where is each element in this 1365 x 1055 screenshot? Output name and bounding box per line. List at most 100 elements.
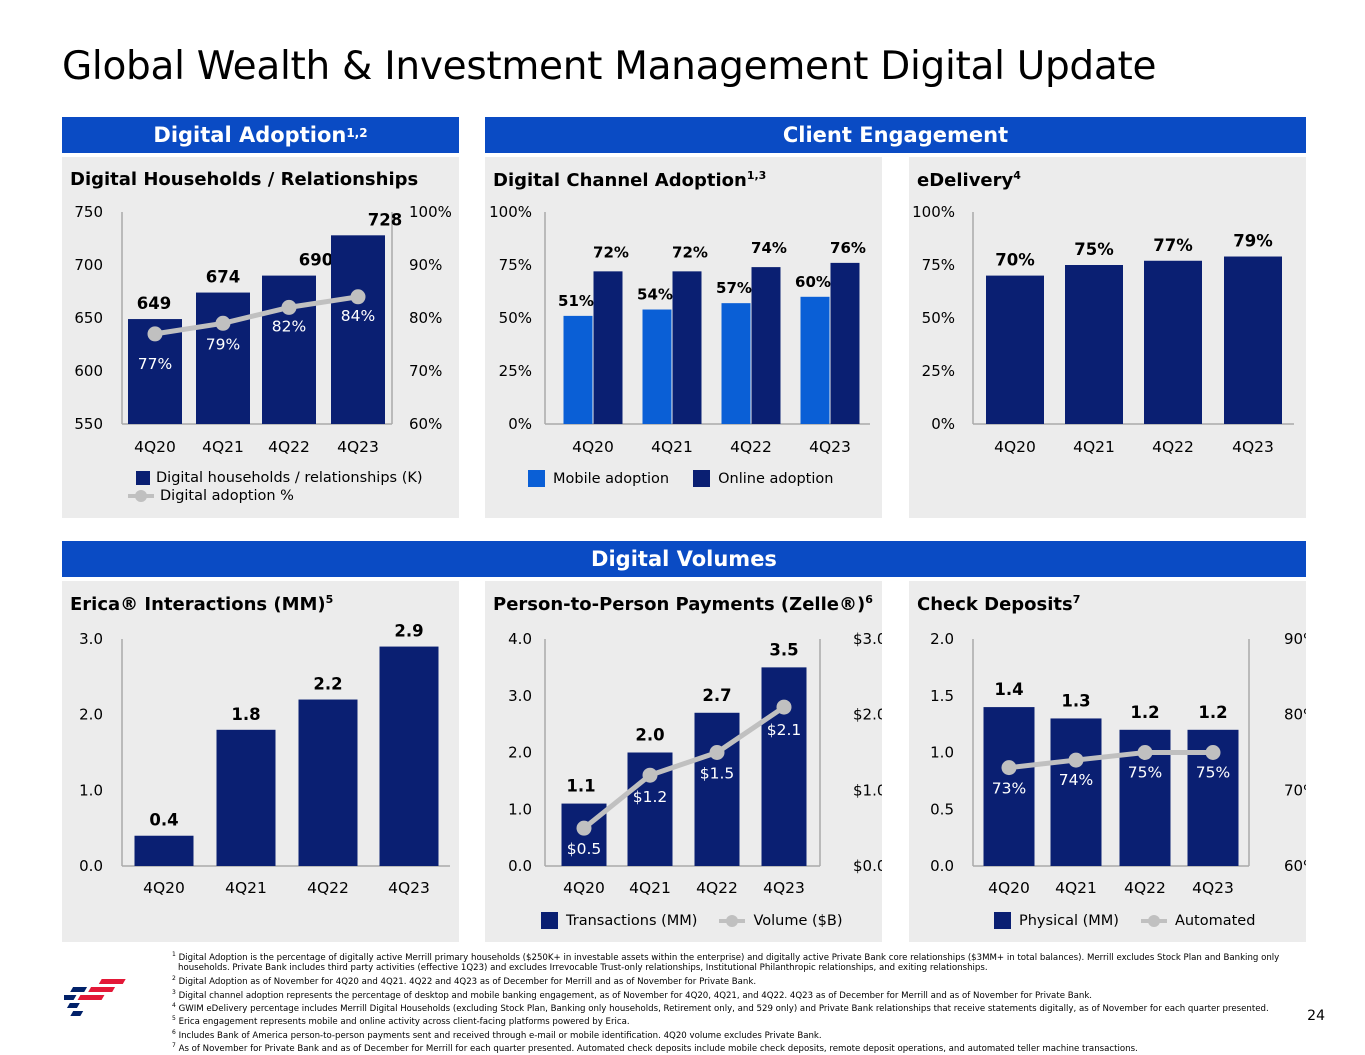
households-ytick-right: 100% <box>409 203 452 221</box>
households-xtick: 4Q23 <box>337 438 379 456</box>
checks-bar-label: 1.4 <box>994 680 1023 699</box>
zelle-ytick-left: 2.0 <box>508 744 532 762</box>
households-bar-label: 728 <box>368 210 402 229</box>
channel-title-sup: 1,3 <box>746 169 767 182</box>
households-bar <box>262 275 316 424</box>
households-ytick-left: 600 <box>74 362 103 380</box>
legend-swatch-households <box>136 471 150 485</box>
footnote-text: GWIM eDelivery percentage includes Merri… <box>178 1003 1269 1014</box>
footnote-sup: 7 <box>172 1042 176 1050</box>
page-title: Global Wealth & Investment Management Di… <box>62 44 1157 89</box>
zelle-chart: 4.0 3.0 2.0 1.0 0.0 $3.0 $2.0 $1.0 $0.0 4Q20 4Q21 4… <box>508 630 882 897</box>
zelle-line-point <box>709 745 725 760</box>
erica-chart: 3.0 2.0 1.0 0.0 4Q20 4Q21 4Q22 4Q23 0.4 1.8 2.2 2.9 <box>79 622 450 897</box>
zelle-xtick: 4Q22 <box>696 879 738 897</box>
checks-bar-label: 1.2 <box>1130 703 1159 722</box>
footnote-text: Erica engagement represents mobile and o… <box>178 1017 630 1028</box>
zelle-bar <box>694 712 740 866</box>
zelle-bar-label: 3.5 <box>769 640 798 659</box>
band-digital-adoption: Digital Adoption 1,2 <box>62 117 459 153</box>
households-line-point <box>350 289 366 305</box>
band-digital-adoption-sup: 1,2 <box>346 126 368 140</box>
households-line-label: 79% <box>206 335 240 353</box>
panel-title-edelivery: eDelivery4 <box>917 169 1021 191</box>
edelivery-ytick-left: 75% <box>922 256 955 274</box>
households-bar-label: 674 <box>206 268 240 287</box>
legend-label-mobile: Mobile adoption <box>553 470 670 487</box>
edelivery-bar <box>1065 265 1123 424</box>
channel-ytick-left: 50% <box>499 309 532 327</box>
band-digital-volumes-label: Digital Volumes <box>591 547 777 571</box>
checks-line-label: 74% <box>1059 771 1093 789</box>
checks-line-point <box>1068 752 1084 768</box>
checks-ytick-right: 70% <box>1284 781 1306 799</box>
households-line-point <box>215 315 231 331</box>
legend-label-transactions: Transactions (MM) <box>566 912 698 929</box>
channel-bar-label: 72% <box>672 243 708 261</box>
footnote-4: 4 GWIM eDelivery percentage includes Mer… <box>172 1001 1302 1014</box>
checks-ytick-right: 90% <box>1284 630 1306 648</box>
households-ytick-left: 750 <box>74 203 103 221</box>
panel-title-zelle: Person-to-Person Payments (Zelle®)6 <box>493 593 873 615</box>
households-line-label: 82% <box>272 317 306 335</box>
footnote-sup: 4 <box>172 1001 176 1009</box>
legend-label-volume: Volume ($B) <box>753 912 843 929</box>
channel-bar-mobile-adoption <box>721 303 751 424</box>
zelle-ytick-left: 1.0 <box>508 800 532 818</box>
channel-bar-online-adoption <box>672 271 702 424</box>
checks-ytick-left: 1.0 <box>930 744 954 762</box>
legend-checks: Physical (MM) Automated <box>994 912 1255 929</box>
households-bar-label: 690 <box>299 251 333 270</box>
checks-xtick: 4Q22 <box>1124 879 1166 897</box>
checks-line-point <box>1001 760 1017 776</box>
checks-ytick-left: 0.5 <box>930 800 954 818</box>
households-ytick-left: 650 <box>74 309 103 327</box>
erica-title-text: Erica® Interactions (MM) <box>70 594 326 615</box>
checks-xtick: 4Q21 <box>1055 879 1097 897</box>
legend-zelle: Transactions (MM) Volume ($B) <box>541 912 842 929</box>
zelle-title-text: Person-to-Person Payments (Zelle®) <box>493 594 866 615</box>
footnote-sup: 6 <box>172 1028 176 1036</box>
edelivery-bar-label: 79% <box>1233 232 1273 251</box>
band-client-engagement-label: Client Engagement <box>782 123 1009 147</box>
panel-title-channel: Digital Channel Adoption1,3 <box>493 169 766 191</box>
legend-line-swatch-adoption <box>128 490 154 502</box>
footnote-5: 5 Erica engagement represents mobile and… <box>172 1014 1302 1027</box>
erica-bar-label: 1.8 <box>231 705 260 724</box>
checks-title-sup: 7 <box>1072 593 1081 606</box>
checks-line-point <box>1205 745 1221 760</box>
channel-bar-label: 74% <box>751 239 787 257</box>
legend-label-physical: Physical (MM) <box>1019 912 1119 929</box>
legend-households-line: Digital adoption % <box>128 488 294 504</box>
households-ytick-right: 90% <box>409 256 442 274</box>
edelivery-title-sup: 4 <box>1013 169 1021 182</box>
checks-bar-label: 1.2 <box>1198 703 1227 722</box>
households-ytick-right: 80% <box>409 309 442 327</box>
edelivery-ytick-left: 100% <box>912 203 955 221</box>
edelivery-ytick-left: 50% <box>922 309 955 327</box>
panel-title-households: Digital Households / Relationships <box>70 169 418 190</box>
checks-bar <box>983 707 1035 866</box>
footnote-7: 7 As of November for Private Bank and as… <box>172 1041 1302 1054</box>
channel-title-text: Digital Channel Adoption <box>493 170 747 191</box>
edelivery-bar <box>1224 256 1282 424</box>
zelle-title-sup: 6 <box>865 593 873 606</box>
erica-bar-label: 2.2 <box>313 675 342 694</box>
checks-line-label: 75% <box>1196 764 1230 782</box>
zelle-xtick: 4Q23 <box>763 879 805 897</box>
households-ytick-right: 70% <box>409 362 442 380</box>
edelivery-bar <box>986 275 1044 424</box>
erica-ytick-left: 0.0 <box>79 857 103 875</box>
households-chart: 750 700 650 600 550 100% 90% 80% 70% 60% 4Q20 4Q21 4… <box>74 203 452 456</box>
checks-ytick-right: 60% <box>1284 857 1306 875</box>
checks-chart: 2.0 1.5 1.0 0.5 0.0 90% 80% 70% 60% 4Q20 4Q21 4Q22 4… <box>930 630 1306 897</box>
band-client-engagement: Client Engagement <box>485 117 1306 153</box>
legend-swatch-transactions <box>541 912 558 929</box>
checks-ytick-left: 0.0 <box>930 857 954 875</box>
legend-label-households: Digital households / relationships (K) <box>156 470 423 486</box>
legend-channel: Mobile adoption Online adoption <box>528 470 833 487</box>
panel-channel: Digital Channel Adoption1,3 100% 75% 50% 25… <box>485 157 882 518</box>
zelle-line-point <box>642 767 658 783</box>
erica-bar <box>134 835 194 866</box>
zelle-line-label: $2.1 <box>767 721 802 739</box>
